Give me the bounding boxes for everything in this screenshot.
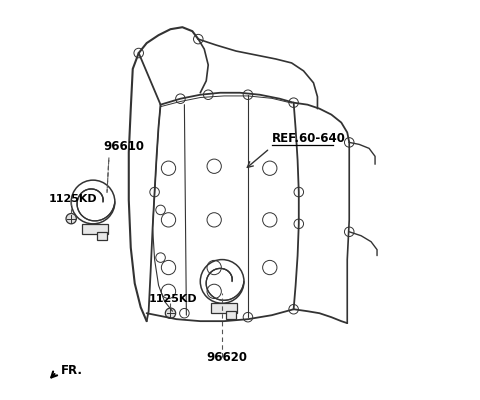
Text: 96610: 96610	[103, 140, 144, 153]
Text: 1125KD: 1125KD	[48, 194, 97, 204]
FancyBboxPatch shape	[97, 232, 107, 240]
FancyBboxPatch shape	[226, 311, 236, 319]
Circle shape	[66, 214, 76, 224]
FancyBboxPatch shape	[82, 224, 108, 234]
Circle shape	[165, 308, 176, 318]
Text: 1125KD: 1125KD	[149, 294, 197, 304]
Text: REF.60-640: REF.60-640	[272, 132, 346, 145]
Text: FR.: FR.	[60, 364, 83, 376]
Text: 96620: 96620	[206, 351, 247, 364]
FancyBboxPatch shape	[211, 303, 237, 313]
